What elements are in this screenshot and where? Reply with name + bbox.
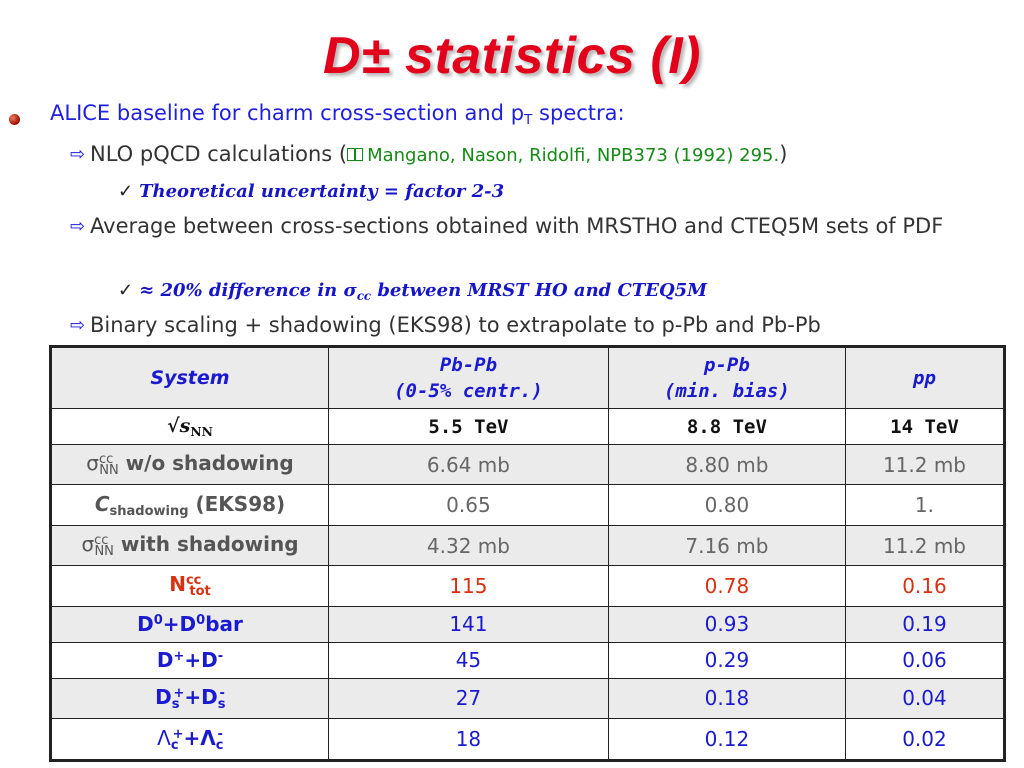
- cell: 1.: [844, 484, 1006, 526]
- cell: 8.8 TeV: [607, 407, 846, 446]
- row-label-sigma-with-shadowing: σccNN with shadowing: [50, 524, 329, 567]
- bullet-average-pdf: ⇨ Average between cross-sections obtained…: [70, 211, 1010, 242]
- header-system: System: [50, 346, 329, 409]
- cell: 141: [328, 605, 609, 643]
- header-pp: pp: [844, 346, 1006, 409]
- table-row: σccNN w/o shadowing 6.64 mb 8.80 mb 11.2…: [50, 444, 1006, 486]
- cell: 11.2 mb: [844, 524, 1006, 567]
- cell: 7.16 mb: [607, 524, 846, 567]
- cell: 0.18: [607, 677, 846, 720]
- arrow-icon: ⇨: [70, 216, 86, 237]
- cell: 27: [328, 677, 609, 720]
- row-label-energy: √sNN: [50, 407, 329, 446]
- table-row: Ncctot 115 0.78 0.16: [50, 565, 1006, 607]
- row-label-ds: Ds++Ds-: [50, 677, 329, 720]
- cell: 18: [328, 718, 609, 761]
- table-header-row: System Pb-Pb (0-5% centr.) p-Pb (min. bias…: [50, 346, 1006, 409]
- arrow-icon: ⇨: [70, 144, 86, 165]
- slide-title: D± statistics (I): [322, 27, 701, 85]
- row-label-cshadowing: Cshadowing (EKS98): [50, 484, 329, 526]
- cell: 14 TeV: [844, 407, 1006, 446]
- cell: 0.02: [844, 718, 1006, 761]
- table-row: Cshadowing (EKS98) 0.65 0.80 1.: [50, 484, 1006, 526]
- cell: 0.65: [328, 484, 609, 526]
- book-icon: [347, 148, 364, 161]
- row-label-ntot: Ncctot: [50, 565, 329, 607]
- cell: 0.78: [607, 565, 846, 607]
- check-icon: ✓: [118, 280, 134, 301]
- sub-bullet-difference: ✓ ≈ 20% difference in σcc between MRST HO…: [118, 280, 708, 303]
- cell: 0.93: [607, 605, 846, 643]
- cell: 6.64 mb: [328, 444, 609, 486]
- table-row: √sNN 5.5 TeV 8.8 TeV 14 TeV: [50, 407, 1006, 446]
- table-row: Λc++Λc- 18 0.12 0.02: [50, 718, 1006, 761]
- header-ppb: p-Pb (min. bias): [607, 346, 846, 409]
- statistics-table: System Pb-Pb (0-5% centr.) p-Pb (min. bias…: [49, 345, 1006, 762]
- cell: 0.12: [607, 718, 846, 761]
- cell: 45: [328, 641, 609, 679]
- cell: 0.19: [844, 605, 1006, 643]
- cell: 0.04: [844, 677, 1006, 720]
- cell: 11.2 mb: [844, 444, 1006, 486]
- check-icon: ✓: [118, 181, 134, 202]
- cell: 115: [328, 565, 609, 607]
- cell: 0.06: [844, 641, 1006, 679]
- sub-bullet-uncertainty: ✓ Theoretical uncertainty = factor 2-3: [118, 181, 505, 202]
- table-row: σccNN with shadowing 4.32 mb 7.16 mb 11.…: [50, 524, 1006, 567]
- row-label-sigma-wo-shadowing: σccNN w/o shadowing: [50, 444, 329, 486]
- table-row: D++D- 45 0.29 0.06: [50, 641, 1006, 679]
- cell: 0.16: [844, 565, 1006, 607]
- header-pbpb: Pb-Pb (0-5% centr.): [328, 346, 609, 409]
- reference-link: Mangano, Nason, Ridolfi, NPB373 (1992) 2…: [367, 145, 780, 166]
- row-label-d0-d0bar: D0+D0bar: [50, 605, 329, 643]
- cell: 4.32 mb: [328, 524, 609, 567]
- cell: 0.80: [607, 484, 846, 526]
- table-row: Ds++Ds- 27 0.18 0.04: [50, 677, 1006, 720]
- bullet-nlo-pqcd: ⇨ NLO pQCD calculations (Mangano, Nason, …: [70, 142, 788, 166]
- bullet-alice-baseline: ALICE baseline for charm cross-section a…: [50, 101, 625, 128]
- table-row: D0+D0bar 141 0.93 0.19: [50, 605, 1006, 643]
- cell: 5.5 TeV: [328, 407, 609, 446]
- row-label-dplus-dminus: D++D-: [50, 641, 329, 679]
- arrow-icon: ⇨: [70, 315, 86, 336]
- bullet-binary-scaling: ⇨ Binary scaling + shadowing (EKS98) to e…: [70, 313, 821, 337]
- cell: 8.80 mb: [607, 444, 846, 486]
- bullet-dot-icon: [9, 114, 20, 125]
- cell: 0.29: [607, 641, 846, 679]
- row-label-lambda-c: Λc++Λc-: [50, 718, 329, 761]
